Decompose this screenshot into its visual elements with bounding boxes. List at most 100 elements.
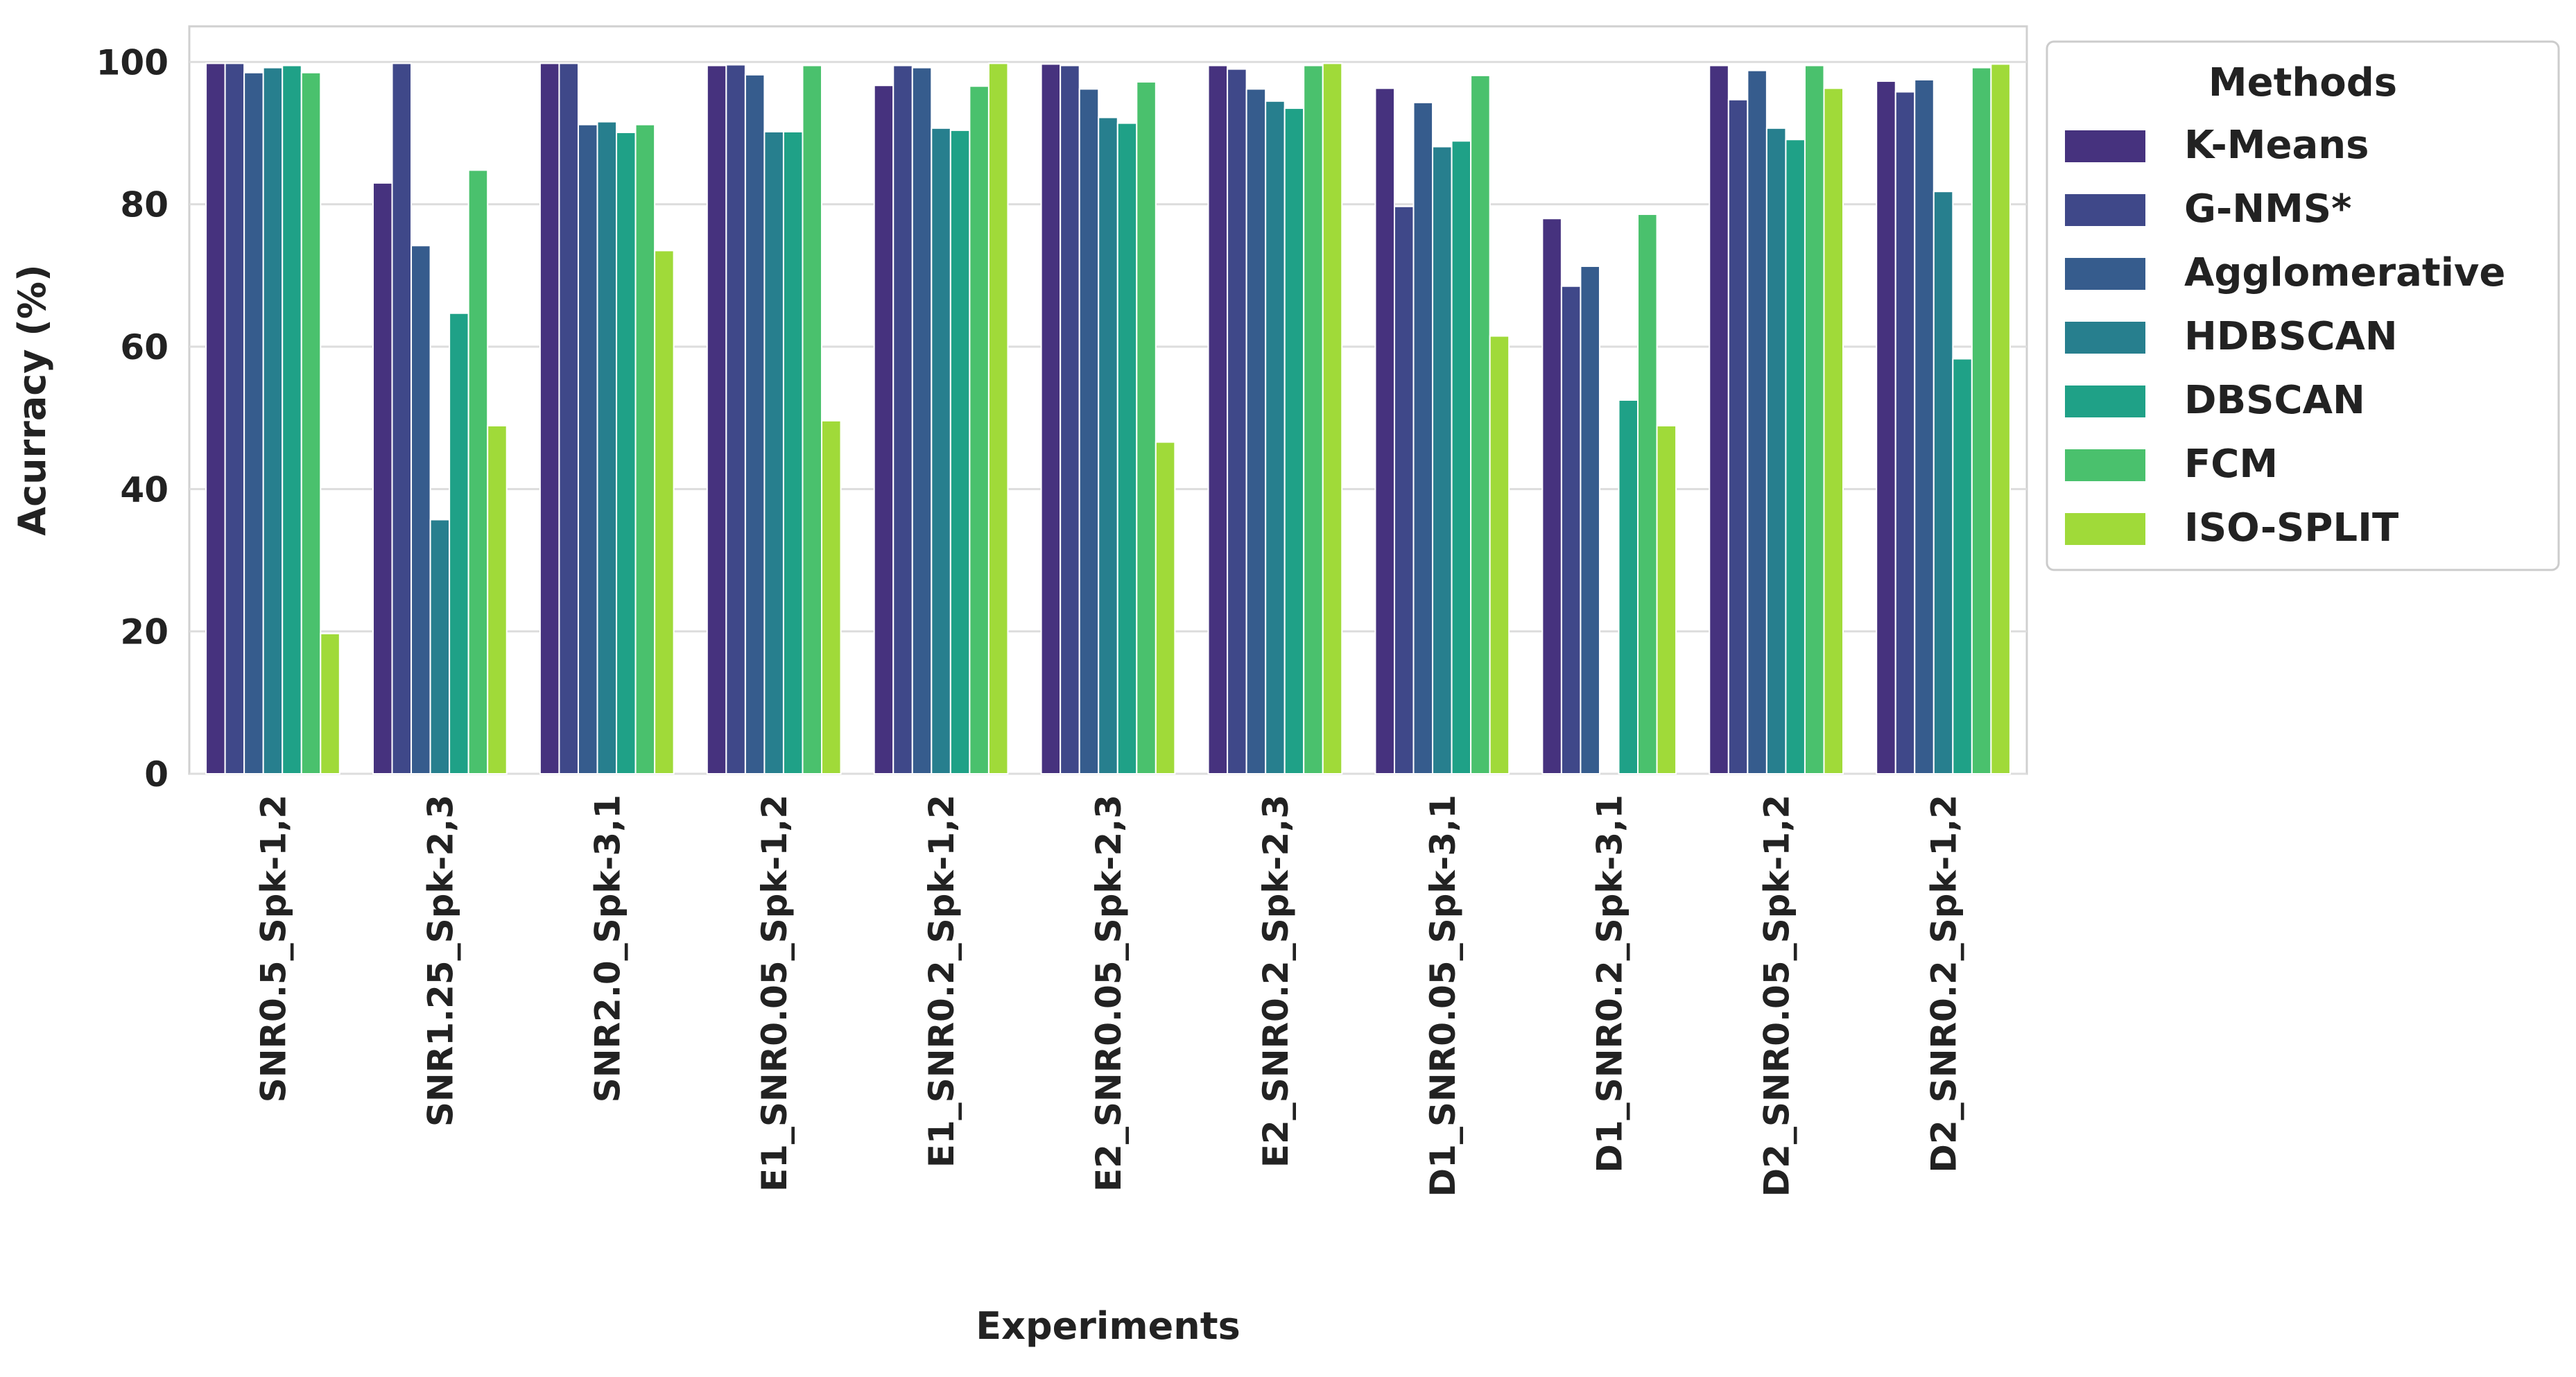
bar-iso-split-2	[654, 250, 675, 774]
bar-k-means-6	[1207, 64, 1229, 774]
bar-g-nms--6	[1227, 68, 1247, 775]
bar-agglomerative-3	[744, 73, 766, 774]
bar-dbscan-8	[1618, 399, 1639, 774]
bar-dbscan-3	[782, 130, 804, 775]
bar-g-nms--7	[1393, 205, 1415, 775]
legend: Methods K-Means G-NMS* Agglomerative HDBSCA…	[2046, 40, 2560, 571]
bar-g-nms--5	[1060, 64, 1080, 774]
bar-hdbscan-9	[1765, 127, 1787, 774]
legend-title: Methods	[2208, 60, 2397, 105]
bar-hdbscan-7	[1432, 146, 1453, 775]
bar-agglomerative-1	[410, 245, 431, 775]
bar-k-means-9	[1709, 64, 1729, 774]
legend-label: DBSCAN	[2184, 378, 2365, 423]
bar-iso-split-9	[1823, 87, 1844, 774]
y-tick-label: 100	[96, 42, 168, 83]
bar-fcm-9	[1804, 64, 1825, 774]
legend-swatch	[2065, 322, 2145, 354]
bar-agglomerative-8	[1580, 265, 1600, 774]
x-tick-label: SNR2.0_Spk-3,1	[587, 795, 628, 1102]
legend-label: FCM	[2184, 442, 2278, 487]
bar-agglomerative-6	[1245, 88, 1267, 774]
x-tick-label: E1_SNR0.05_Spk-1,2	[754, 795, 795, 1192]
y-tick-label: 40	[120, 469, 168, 510]
legend-box	[2046, 40, 2560, 571]
x-tick-label: D2_SNR0.05_Spk-1,2	[1757, 795, 1797, 1197]
y-tick-label: 80	[120, 185, 168, 225]
bar-fcm-2	[634, 123, 656, 774]
bar-hdbscan-3	[763, 130, 784, 775]
bar-iso-split-3	[821, 419, 842, 774]
bar-dbscan-4	[949, 129, 971, 775]
bar-fcm-8	[1637, 214, 1658, 775]
bar-agglomerative-5	[1078, 88, 1100, 774]
bar-k-means-1	[372, 182, 393, 775]
legend-swatch	[2065, 449, 2145, 481]
bar-fcm-10	[1971, 67, 1992, 774]
bar-g-nms--3	[725, 64, 746, 774]
bar-k-means-7	[1374, 87, 1395, 774]
bar-fcm-0	[300, 71, 322, 774]
bar-dbscan-6	[1283, 107, 1305, 775]
y-tick-label: 60	[120, 327, 168, 367]
bar-hdbscan-0	[262, 67, 284, 774]
bar-k-means-0	[205, 62, 226, 774]
x-tick-label: D1_SNR0.2_Spk-3,1	[1590, 795, 1630, 1173]
bar-dbscan-1	[449, 312, 469, 775]
bar-k-means-10	[1876, 80, 1896, 774]
bar-dbscan-10	[1952, 358, 1973, 774]
bar-hdbscan-5	[1098, 116, 1118, 774]
bar-iso-split-4	[987, 62, 1009, 774]
x-tick-label: D2_SNR0.2_Spk-1,2	[1924, 795, 1964, 1173]
bar-agglomerative-4	[911, 67, 933, 774]
legend-swatch	[2065, 386, 2145, 417]
bar-agglomerative-7	[1412, 101, 1434, 774]
bar-fcm-4	[969, 85, 989, 775]
bar-g-nms--9	[1727, 98, 1749, 775]
legend-swatch	[2065, 513, 2145, 545]
bar-k-means-5	[1040, 63, 1062, 774]
bar-iso-split-0	[320, 632, 340, 774]
bar-g-nms--8	[1560, 285, 1582, 774]
legend-label: HDBSCAN	[2184, 314, 2398, 359]
legend-items: K-Means G-NMS* Agglomerative HDBSCAN DBSCAN F…	[2065, 123, 2505, 551]
y-tick-label: 0	[144, 754, 168, 795]
bar-iso-split-7	[1489, 335, 1510, 775]
bar-dbscan-9	[1785, 139, 1806, 775]
bar-k-means-2	[539, 62, 560, 774]
x-tick-label: E2_SNR0.2_Spk-2,3	[1256, 795, 1296, 1168]
bar-k-means-3	[706, 64, 727, 774]
bar-hdbscan-2	[596, 121, 618, 775]
bar-g-nms--4	[892, 64, 913, 774]
bar-agglomerative-0	[243, 71, 264, 774]
bar-iso-split-6	[1322, 62, 1343, 774]
x-tick-label: E1_SNR0.2_Spk-1,2	[922, 795, 962, 1168]
y-axis-title: Acurracy (%)	[10, 264, 54, 535]
x-tick-label: SNR0.5_Spk-1,2	[253, 795, 293, 1102]
x-tick-label: E2_SNR0.05_Spk-2,3	[1089, 795, 1129, 1192]
bar-fcm-6	[1303, 64, 1324, 774]
bar-fcm-7	[1470, 74, 1491, 774]
legend-swatch	[2065, 194, 2145, 226]
legend-label: ISO-SPLIT	[2184, 505, 2398, 551]
bar-g-nms--0	[224, 62, 245, 774]
x-tick-label: SNR1.25_Spk-2,3	[420, 795, 460, 1127]
legend-label: K-Means	[2184, 123, 2369, 168]
bar-dbscan-7	[1451, 140, 1472, 774]
bars	[205, 62, 2011, 775]
bar-k-means-4	[873, 85, 894, 775]
bar-dbscan-0	[282, 64, 302, 774]
x-tick-label: D1_SNR0.05_Spk-3,1	[1423, 795, 1463, 1197]
bar-iso-split-8	[1656, 424, 1677, 775]
bar-fcm-3	[802, 64, 823, 774]
bar-hdbscan-4	[931, 127, 951, 774]
legend-swatch	[2065, 130, 2145, 162]
bar-agglomerative-10	[1914, 79, 1935, 774]
bar-iso-split-10	[1990, 63, 2011, 774]
y-tick-label: 20	[120, 612, 168, 652]
bar-fcm-1	[467, 169, 489, 775]
bar-hdbscan-10	[1933, 191, 1954, 775]
bar-hdbscan-6	[1265, 100, 1286, 775]
legend-label: Agglomerative	[2184, 250, 2505, 295]
